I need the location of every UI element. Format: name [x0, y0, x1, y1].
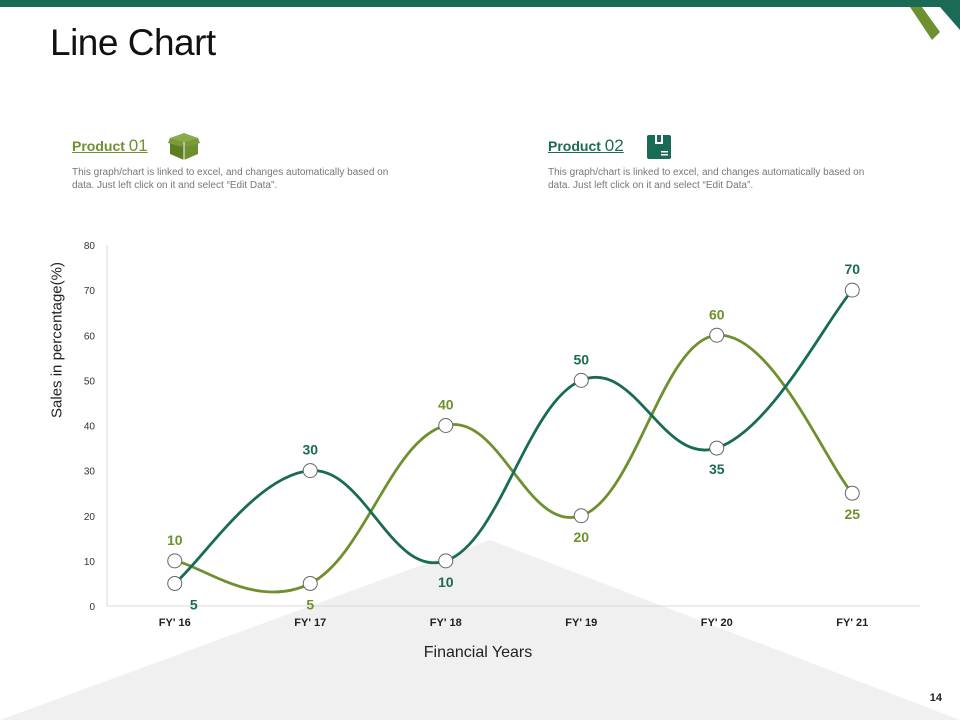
series-1-data-label: 20 — [573, 529, 589, 545]
series-1-data-label: 10 — [167, 532, 183, 548]
series-2-point — [302, 463, 318, 479]
chart-ticks: 0 10 20 30 40 50 60 70 80 FY' 16 FY' 17 FY' 18 FY' 1… — [84, 241, 868, 629]
product-01-block: Product 01 This graph/chart is linked to… — [72, 133, 412, 192]
series-line-2 — [173, 288, 854, 585]
x-tick-label: FY' 21 — [836, 617, 868, 629]
y-tick-label: 10 — [84, 557, 96, 568]
page-number: 14 — [929, 692, 942, 704]
series-1-point — [573, 508, 589, 524]
series-line-1 — [173, 333, 854, 594]
x-tick-label: FY' 16 — [159, 617, 191, 629]
product-01-description: This graph/chart is linked to excel, and… — [72, 167, 389, 191]
series-1-point — [844, 485, 860, 501]
series-2-point — [573, 372, 589, 388]
series-2-data-label: 50 — [573, 351, 589, 367]
product-01-label: Product — [72, 138, 125, 154]
x-tick-label: FY' 20 — [701, 617, 733, 629]
x-tick-label: FY' 19 — [565, 617, 597, 629]
x-tick-label: FY' 18 — [430, 617, 462, 629]
product-01-title: Product 01 — [72, 136, 148, 156]
series-1-point — [709, 327, 725, 343]
series-2-data-label: 10 — [438, 574, 454, 590]
series-2-data-label: 5 — [190, 596, 198, 612]
y-tick-label: 20 — [84, 512, 96, 523]
product-02-description: This graph/chart is linked to excel, and… — [548, 167, 865, 191]
product-02-block: Product 02 This graph/chart is linked to… — [548, 135, 888, 192]
y-axis-label: Sales in percentage(%) — [48, 262, 66, 418]
series-2-data-label: 35 — [709, 461, 725, 477]
product-02-number: 02 — [604, 136, 624, 155]
series-1-data-label: 5 — [306, 596, 314, 612]
series-1-data-label: 60 — [709, 306, 725, 322]
series-2-data-label: 70 — [844, 261, 860, 277]
y-tick-label: 70 — [84, 286, 96, 297]
series-1-point — [167, 553, 183, 569]
corner-accent-mark — [910, 7, 960, 40]
series-2-point — [167, 575, 183, 591]
top-accent-bar — [0, 0, 960, 7]
product-01-number: 01 — [128, 136, 148, 155]
y-tick-label: 50 — [84, 376, 96, 387]
y-tick-label: 30 — [84, 467, 96, 478]
series-1-data-label: 25 — [844, 506, 860, 522]
series-1-data-label: 40 — [438, 397, 454, 413]
y-tick-label: 80 — [84, 241, 96, 252]
open-box-icon — [168, 133, 200, 160]
x-axis-label: Financial Years — [423, 644, 533, 661]
y-tick-label: 40 — [84, 422, 96, 433]
y-tick-label: 60 — [84, 331, 96, 342]
package-icon — [647, 135, 671, 159]
series-1-point — [302, 575, 318, 591]
chart-series: 10 5 40 20 60 25 5 30 10 50 35 70 — [167, 261, 860, 612]
series-2-point — [438, 553, 454, 569]
product-02-title: Product 02 — [548, 136, 624, 156]
series-2-point — [709, 440, 725, 456]
series-2-point — [844, 282, 860, 298]
x-tick-label: FY' 17 — [294, 617, 326, 629]
y-tick-label: 0 — [89, 602, 95, 613]
product-02-label: Product — [548, 138, 601, 154]
chart-axes — [106, 245, 920, 607]
series-1-point — [438, 418, 454, 433]
series-2-data-label: 30 — [302, 442, 318, 458]
page-title: Line Chart — [50, 22, 216, 63]
